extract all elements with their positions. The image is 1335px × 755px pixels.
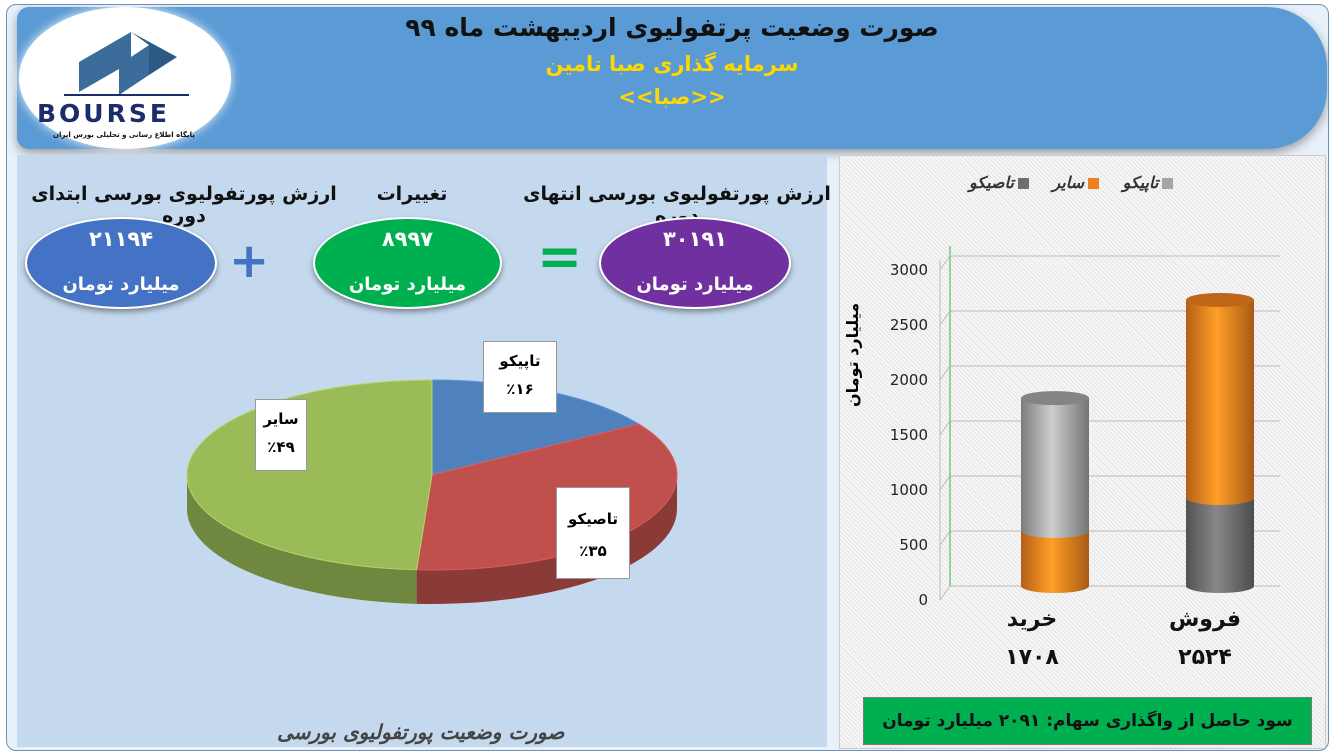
pie-side-سایر [187, 475, 417, 604]
plus-icon: + [229, 233, 270, 289]
y-tick-label: 1500 [890, 426, 928, 444]
change-ellipse: ۸۹۹۷ میلیارد تومان [313, 217, 502, 309]
sale-profit-box: سود حاصل از واگذاری سهام: ۲۰۹۱ میلیارد ت… [863, 697, 1312, 745]
legend-item-tasico: تاصیکو [969, 173, 1033, 192]
category-label-buy: خرید [1006, 607, 1058, 632]
bar-segment-سایر [1021, 531, 1089, 593]
gridline-depth [939, 530, 951, 546]
y-tick-label: 500 [899, 536, 928, 554]
bar-cap-فروش [1186, 293, 1254, 307]
change-label: تغییرات [376, 183, 448, 205]
end-value-unit: میلیارد تومان [636, 274, 754, 295]
bar-segment-تاپیکو [1021, 398, 1089, 538]
trade-chart-panel: 0 500 1000 1500 2000 2500 3000 [839, 155, 1326, 749]
gridline-depth [939, 585, 951, 601]
gridline-depth [939, 365, 951, 381]
bar-cap-خرید [1021, 391, 1089, 406]
y-tick-label: 3000 [890, 261, 928, 279]
legend-swatch-other [1087, 178, 1099, 189]
trade-bar-chart: 0 500 1000 1500 2000 2500 3000 [890, 246, 1280, 609]
legend-swatch-tapico [1162, 178, 1174, 189]
pie-label-tasico-pct: ٪۳۵ [579, 542, 607, 560]
start-value-unit: میلیارد تومان [62, 274, 180, 295]
pie-slice-سایر [186, 379, 433, 571]
legend-label-tapico: تاپیکو [1122, 173, 1159, 192]
y-tick-labels: 0 500 1000 1500 2000 2500 3000 [890, 261, 928, 609]
bar-فروش [1186, 293, 1254, 593]
category-total-buy: ۱۷۰۸ [1005, 645, 1059, 670]
category-total-sell: ۲۵۲۴ [1178, 645, 1232, 670]
gridline-depth [939, 310, 951, 326]
portfolio-summary-panel: ارزش پورتفولیوی بورسی ابتدای دوره تغییرا… [17, 155, 831, 747]
legend-label-tasico: تاصیکو [969, 173, 1014, 192]
gridline-depth [939, 420, 951, 436]
legend-swatch-tasico [1017, 178, 1029, 189]
bourse-logo: BOURSE پایگاه اطلاع رسانی و تحلیلی بورس … [19, 7, 231, 149]
header-banner: صورت وضعیت پرتفولیوی اردیبهشت ماه ۹۹ سرم… [17, 7, 1327, 149]
logo-mark-icon [64, 32, 189, 96]
logo-tagline: پایگاه اطلاع رسانی و تحلیلی بورس ایران [53, 131, 195, 139]
equals-icon: = [537, 225, 583, 288]
portfolio-pie-chart [186, 379, 678, 604]
pie-label-other-name: سایر [263, 410, 299, 428]
company-name: سرمایه گذاری صبا تامین [545, 52, 799, 76]
pie-label-tapico-pct: ٪۱۶ [506, 380, 534, 398]
change-value-unit: میلیارد تومان [348, 274, 467, 295]
y-tick-label: 2000 [890, 371, 928, 389]
dashboard-frame: صورت وضعیت پرتفولیوی اردیبهشت ماه ۹۹ سرم… [6, 4, 1329, 751]
pie-label-tapico-name: تاپیکو [499, 352, 541, 370]
change-value: ۸۹۹۷ [381, 227, 434, 251]
start-value: ۲۱۱۹۴ [88, 227, 154, 251]
pie-label-tapico: تاپیکو ٪۱۶ [483, 341, 557, 413]
gridline-depth [939, 255, 951, 271]
chart-legend: تاپیکو سایر تاصیکو [969, 173, 1177, 192]
pie-top [186, 379, 678, 571]
bar-segment-سایر [1186, 300, 1254, 505]
logo-text: BOURSE [37, 99, 170, 128]
end-value: ۳۰۱۹۱ [662, 227, 728, 251]
bar-segment-تاصیکو [1186, 498, 1254, 593]
pie-label-other-pct: ٪۴۹ [267, 438, 295, 456]
pie-label-other: سایر ٪۴۹ [255, 399, 307, 471]
gridline-depth [939, 475, 951, 491]
y-tick-label: 2500 [890, 316, 928, 334]
pie-chart-caption: صورت وضعیت پورتفولیوی بورسی [277, 720, 565, 744]
y-axis-label: میلیارد تومان [843, 302, 862, 407]
legend-item-tapico: تاپیکو [1123, 173, 1178, 192]
end-value-ellipse: ۳۰۱۹۱ میلیارد تومان [599, 217, 791, 309]
pie-label-tasico: تاصیکو ٪۳۵ [556, 487, 630, 579]
legend-item-other: سایر [1052, 173, 1103, 192]
company-short-name: <<صبا>> [618, 85, 726, 109]
y-tick-label: 1000 [890, 481, 928, 499]
page-title: صورت وضعیت پرتفولیوی اردیبهشت ماه ۹۹ [405, 13, 939, 42]
bar-خرید [1021, 391, 1089, 593]
category-label-sell: فروش [1168, 607, 1242, 632]
y-tick-label: 0 [918, 591, 928, 609]
start-value-label: ارزش پورتفولیوی بورسی ابتدای دوره [31, 183, 337, 227]
legend-label-other: سایر [1052, 173, 1084, 192]
start-value-ellipse: ۲۱۱۹۴ میلیارد تومان [25, 217, 217, 309]
pie-label-tasico-name: تاصیکو [567, 510, 618, 528]
